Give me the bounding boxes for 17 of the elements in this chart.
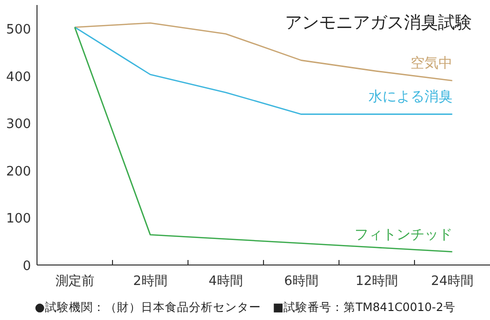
- y-tick-label: 400: [6, 70, 31, 85]
- text: アンモニアガス消臭試験: [285, 13, 472, 33]
- y-tick-label: 100: [6, 212, 31, 227]
- x-tick-label: 2時間: [133, 274, 168, 289]
- y-tick-label: 300: [6, 117, 31, 132]
- text: ●試験機関：（財）日本食品分析センター ■試験番号：第TM841C0010-2号: [34, 300, 456, 314]
- y-tick-label: 200: [6, 164, 31, 180]
- x-tick-label: 12時間: [355, 274, 398, 289]
- x-tick-label: 4時間: [208, 274, 243, 289]
- x-tick-label: 6時間: [284, 274, 318, 289]
- series-label: フィトンチッド: [354, 226, 452, 243]
- x-tick-label: 測定前: [55, 274, 94, 289]
- series-label: 空気中: [410, 56, 452, 72]
- y-tick-label: 0: [22, 259, 31, 274]
- series-label: 水による消臭: [368, 89, 452, 106]
- x-tick-label: 24時間: [430, 274, 474, 289]
- y-tick-label: 500: [6, 22, 31, 38]
